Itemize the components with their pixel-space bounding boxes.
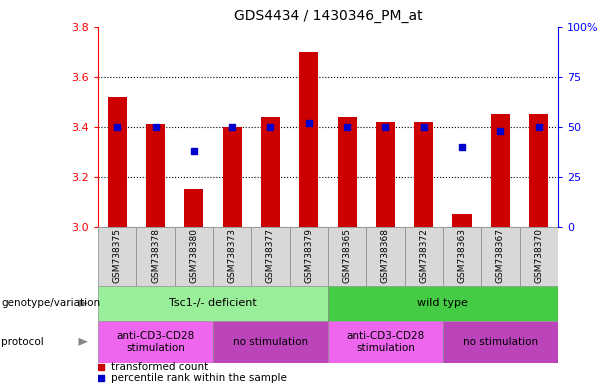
Bar: [328, 321, 443, 363]
Bar: [443, 227, 481, 286]
Text: GSM738363: GSM738363: [457, 228, 466, 283]
Bar: [367, 227, 405, 286]
Text: GSM738373: GSM738373: [227, 228, 237, 283]
Bar: [98, 286, 328, 321]
Text: GSM738379: GSM738379: [304, 228, 313, 283]
Text: GSM738365: GSM738365: [343, 228, 352, 283]
Bar: [338, 117, 357, 227]
Bar: [289, 227, 328, 286]
Bar: [261, 117, 280, 227]
Bar: [175, 227, 213, 286]
Text: GSM738375: GSM738375: [113, 228, 122, 283]
Text: no stimulation: no stimulation: [463, 337, 538, 347]
Bar: [98, 321, 213, 363]
Text: wild type: wild type: [417, 298, 468, 308]
Text: no stimulation: no stimulation: [233, 337, 308, 347]
Text: Tsc1-/- deficient: Tsc1-/- deficient: [169, 298, 257, 308]
Bar: [328, 286, 558, 321]
Bar: [443, 321, 558, 363]
Bar: [146, 124, 165, 227]
Text: GSM738377: GSM738377: [266, 228, 275, 283]
Text: GSM738368: GSM738368: [381, 228, 390, 283]
Text: protocol: protocol: [1, 337, 44, 347]
Text: GSM738370: GSM738370: [534, 228, 543, 283]
Bar: [223, 127, 242, 227]
Bar: [213, 227, 251, 286]
Bar: [481, 227, 519, 286]
Bar: [185, 189, 204, 227]
Bar: [376, 122, 395, 227]
Text: genotype/variation: genotype/variation: [1, 298, 101, 308]
Bar: [452, 214, 471, 227]
Bar: [108, 97, 127, 227]
Text: transformed count: transformed count: [111, 362, 208, 372]
Polygon shape: [78, 300, 88, 307]
Text: percentile rank within the sample: percentile rank within the sample: [111, 373, 287, 383]
Bar: [136, 227, 175, 286]
Bar: [529, 114, 548, 227]
Text: GSM738367: GSM738367: [496, 228, 505, 283]
Bar: [299, 52, 318, 227]
Polygon shape: [78, 338, 88, 346]
Text: GSM738372: GSM738372: [419, 228, 428, 283]
Bar: [414, 122, 433, 227]
Text: anti-CD3-CD28
stimulation: anti-CD3-CD28 stimulation: [346, 331, 425, 353]
Bar: [213, 321, 328, 363]
Bar: [251, 227, 289, 286]
Bar: [328, 227, 367, 286]
Bar: [98, 227, 136, 286]
Text: GSM738380: GSM738380: [189, 228, 199, 283]
Bar: [405, 227, 443, 286]
Bar: [491, 114, 510, 227]
Bar: [520, 227, 558, 286]
Text: anti-CD3-CD28
stimulation: anti-CD3-CD28 stimulation: [116, 331, 195, 353]
Text: GSM738378: GSM738378: [151, 228, 160, 283]
Title: GDS4434 / 1430346_PM_at: GDS4434 / 1430346_PM_at: [234, 9, 422, 23]
